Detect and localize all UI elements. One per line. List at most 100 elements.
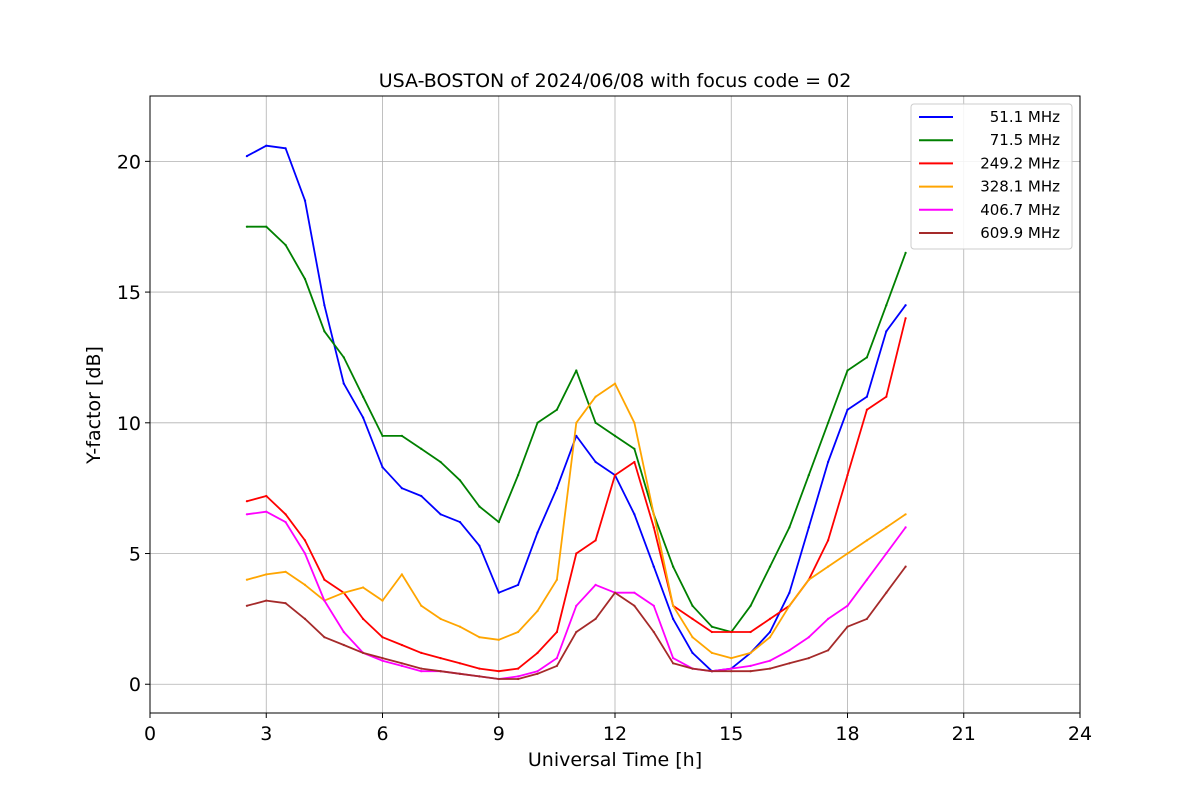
data-point [245,578,248,581]
data-point [420,670,423,673]
data-point [323,578,326,581]
chart-title: USA-BOSTON of 2024/06/08 with focus code… [379,70,852,92]
data-point [517,583,520,587]
data-point [439,617,442,621]
data-point [652,513,655,516]
data-point [710,651,714,655]
legend-label-5: 406.7 MHz [980,201,1060,219]
data-point [323,330,326,333]
y-axis-label: Y-factor [dB] [83,346,105,465]
data-point [594,583,597,587]
data-point [420,667,423,670]
data-point [323,304,326,307]
data-point [827,617,830,621]
data-point [381,636,384,639]
data-point [846,625,849,628]
data-point [575,369,578,372]
data-point [439,460,442,464]
data-point [284,602,287,605]
data-point [807,474,810,477]
data-point [672,657,675,660]
data-point [245,155,248,158]
data-point [265,510,268,513]
data-point [555,408,559,411]
data-point [245,225,248,228]
x-tick-label: 9 [493,723,505,745]
data-point [885,395,888,398]
legend-label-4: 328.1 MHz [980,178,1060,196]
data-point [865,408,869,411]
y-tick-label: 10 [117,413,141,435]
data-point [846,408,849,411]
data-point [497,638,500,641]
data-point [749,664,752,668]
data-point [672,604,675,607]
data-point [768,659,772,662]
data-point [652,526,655,529]
data-point [342,356,345,359]
data-point [885,552,888,555]
data-point [885,591,888,594]
data-point [904,251,907,254]
data-point [672,565,675,568]
data-point [362,416,365,419]
data-point [536,609,539,613]
data-point [672,617,675,621]
data-point [633,604,636,607]
x-tick-label: 15 [719,723,743,745]
data-point [652,604,655,607]
data-point [652,630,655,634]
data-point [458,479,462,482]
data-point [633,460,636,464]
data-point [265,573,268,576]
data-point [730,670,733,673]
data-point [342,643,345,647]
y-tick-label: 0 [129,674,141,696]
data-point [497,677,500,681]
data-point [691,617,694,621]
data-point [400,664,403,668]
axis-ticks: 0 3 6 9 12 15 18 21 24 0 5 10 15 20 [117,151,1092,745]
data-point [633,591,636,594]
x-axis-label: Universal Time [h] [528,749,702,771]
data-point [807,636,810,639]
y-tick-label: 5 [129,544,141,566]
y-tick-label: 15 [117,282,141,304]
data-point [303,552,307,555]
data-point [536,672,539,675]
data-point [613,382,617,385]
data-point [362,651,365,655]
data-point [323,636,326,639]
data-point [245,604,248,607]
data-point [613,591,617,594]
data-point [575,604,578,607]
data-point [555,664,559,668]
data-point [323,599,326,602]
data-point [633,513,636,516]
data-point [807,526,810,529]
data-point [555,578,559,581]
data-point [885,330,888,333]
data-point [381,466,384,469]
data-point [265,494,268,498]
data-point [749,604,752,607]
data-point [594,460,597,464]
data-point [672,662,675,665]
data-point [846,474,849,477]
data-point [420,651,423,655]
data-point [575,434,578,437]
data-point [342,630,345,634]
x-tick-label: 6 [376,723,388,745]
data-point [555,487,559,490]
data-point [458,672,462,675]
data-point [381,657,384,660]
data-point [613,474,617,477]
data-point [865,617,869,621]
data-point [788,662,791,665]
data-point [885,304,888,307]
data-point [517,667,520,670]
data-point [400,662,403,665]
legend: 51.1 MHz 71.5 MHz 249.2 MHz 328.1 MHz 406.7 … [910,103,1073,250]
data-point [575,552,578,555]
